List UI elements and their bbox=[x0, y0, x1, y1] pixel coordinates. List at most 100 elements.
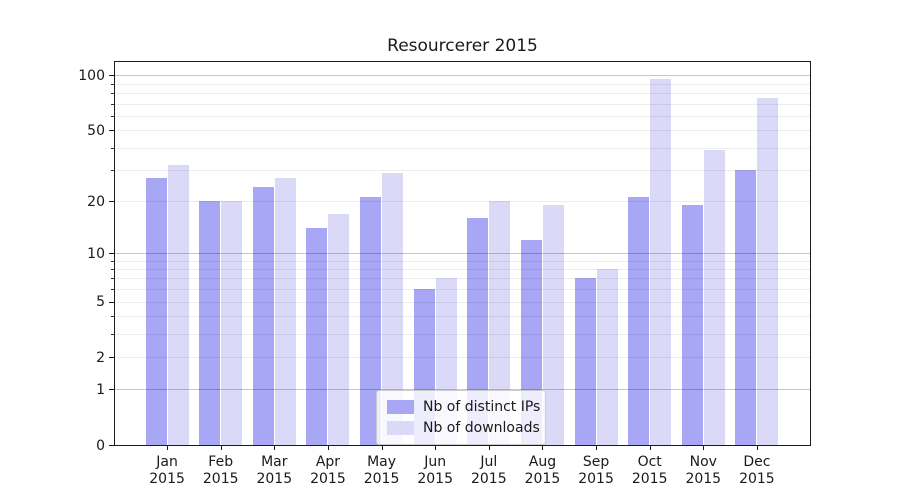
bar-downloads-may bbox=[382, 172, 404, 445]
y-tick-10 bbox=[109, 253, 114, 254]
y-minortick-3 bbox=[111, 334, 114, 335]
y-tick-20 bbox=[109, 201, 114, 202]
gridline-minor-60 bbox=[115, 115, 810, 117]
x-tick-label-feb: Feb 2015 bbox=[202, 454, 239, 487]
x-tick-nov bbox=[703, 446, 704, 450]
plot-area bbox=[114, 61, 811, 446]
bar-distinct-ips-nov bbox=[681, 205, 703, 445]
legend-row-downloads: Nb of downloads bbox=[387, 417, 540, 438]
y-minortick-7 bbox=[111, 278, 114, 279]
x-tick-label-jun: Jun 2015 bbox=[417, 454, 453, 487]
gridline-minor-8 bbox=[115, 269, 810, 271]
bar-downloads-jan bbox=[167, 165, 189, 445]
y-minortick-9 bbox=[111, 261, 114, 262]
bar-downloads-dec bbox=[757, 98, 779, 445]
gridline-minor-7 bbox=[115, 278, 810, 280]
x-tick-label-jan: Jan 2015 bbox=[149, 454, 185, 487]
x-tick-label-dec: Dec 2015 bbox=[739, 454, 775, 487]
x-tick-label-sep: Sep 2015 bbox=[578, 454, 614, 487]
y-tick-0 bbox=[109, 445, 114, 446]
y-tick-label-20: 20 bbox=[87, 193, 105, 210]
gridline-minor-4 bbox=[115, 316, 810, 318]
x-tick-may bbox=[382, 446, 383, 450]
bar-distinct-ips-may bbox=[360, 197, 382, 445]
gridline-minor-5 bbox=[115, 301, 810, 303]
y-minortick-30 bbox=[111, 170, 114, 171]
legend-label-downloads: Nb of downloads bbox=[423, 419, 540, 436]
bar-downloads-mar bbox=[274, 178, 296, 445]
y-tick-label-10: 10 bbox=[87, 245, 105, 262]
legend: Nb of distinct IPs Nb of downloads bbox=[376, 390, 546, 445]
gridline-minor-40 bbox=[115, 147, 810, 149]
y-minortick-60 bbox=[111, 116, 114, 117]
y-tick-label-50: 50 bbox=[87, 122, 105, 139]
y-tick-50 bbox=[109, 130, 114, 131]
y-minortick-90 bbox=[111, 84, 114, 85]
gridline-minor-50 bbox=[115, 130, 810, 132]
bar-distinct-ips-sep bbox=[574, 278, 596, 445]
y-tick-label-5: 5 bbox=[96, 294, 105, 311]
legend-swatch-distinct-ips bbox=[387, 399, 414, 414]
gridline-minor-9 bbox=[115, 260, 810, 262]
bar-downloads-apr bbox=[328, 213, 350, 445]
legend-row-distinct-ips: Nb of distinct IPs bbox=[387, 396, 540, 417]
bar-distinct-ips-jan bbox=[145, 178, 167, 445]
bar-downloads-nov bbox=[703, 149, 725, 445]
x-tick-jan bbox=[167, 446, 168, 450]
x-tick-label-aug: Aug 2015 bbox=[524, 454, 561, 487]
y-minortick-4 bbox=[111, 316, 114, 317]
gridline-minor-30 bbox=[115, 170, 810, 172]
x-tick-jun bbox=[435, 446, 436, 450]
gridline-minor-2 bbox=[115, 357, 810, 359]
bar-downloads-feb bbox=[221, 201, 243, 445]
chart-title: Resourcerer 2015 bbox=[387, 36, 538, 56]
bar-distinct-ips-dec bbox=[735, 170, 757, 445]
y-tick-label-1: 1 bbox=[96, 381, 105, 398]
y-tick-label-0: 0 bbox=[96, 437, 105, 454]
gridline-minor-3 bbox=[115, 333, 810, 335]
gridline-major-100 bbox=[115, 75, 810, 77]
y-minortick-8 bbox=[111, 269, 114, 270]
x-tick-label-nov: Nov 2015 bbox=[685, 454, 722, 487]
gridline-minor-90 bbox=[115, 83, 810, 85]
y-tick-2 bbox=[109, 357, 114, 358]
x-tick-dec bbox=[757, 446, 758, 450]
bar-downloads-oct bbox=[650, 78, 672, 445]
bar-downloads-aug bbox=[542, 205, 564, 445]
x-tick-label-apr: Apr 2015 bbox=[310, 454, 346, 487]
legend-label-distinct-ips: Nb of distinct IPs bbox=[423, 398, 541, 415]
y-minortick-40 bbox=[111, 148, 114, 149]
bar-distinct-ips-mar bbox=[252, 187, 274, 445]
bar-distinct-ips-feb bbox=[199, 201, 221, 445]
bar-distinct-ips-apr bbox=[306, 228, 328, 445]
x-tick-label-mar: Mar 2015 bbox=[256, 454, 293, 487]
y-tick-100 bbox=[109, 75, 114, 76]
y-tick-1 bbox=[109, 389, 114, 390]
y-tick-label-100: 100 bbox=[78, 67, 105, 84]
gridline-major-10 bbox=[115, 253, 810, 254]
x-tick-sep bbox=[596, 446, 597, 450]
legend-swatch-downloads bbox=[387, 420, 414, 435]
y-tick-label-2: 2 bbox=[96, 349, 105, 366]
x-tick-aug bbox=[542, 446, 543, 450]
x-tick-mar bbox=[274, 446, 275, 450]
y-minortick-6 bbox=[111, 289, 114, 290]
x-tick-label-may: May 2015 bbox=[363, 454, 400, 487]
gridline-minor-80 bbox=[115, 93, 810, 95]
y-tick-5 bbox=[109, 302, 114, 303]
bar-distinct-ips-oct bbox=[628, 197, 650, 445]
x-tick-apr bbox=[328, 446, 329, 450]
x-tick-feb bbox=[221, 446, 222, 450]
gridline-major-1 bbox=[115, 389, 810, 391]
x-tick-label-jul: Jul 2015 bbox=[470, 454, 507, 487]
gridline-minor-6 bbox=[115, 289, 810, 291]
x-tick-label-oct: Oct 2015 bbox=[631, 454, 668, 487]
x-tick-oct bbox=[650, 446, 651, 450]
gridline-minor-70 bbox=[115, 103, 810, 105]
bar-downloads-sep bbox=[596, 269, 618, 445]
bar-downloads-jul bbox=[489, 201, 511, 445]
y-minortick-80 bbox=[111, 93, 114, 94]
gridline-minor-20 bbox=[115, 201, 810, 203]
x-tick-jul bbox=[489, 446, 490, 450]
